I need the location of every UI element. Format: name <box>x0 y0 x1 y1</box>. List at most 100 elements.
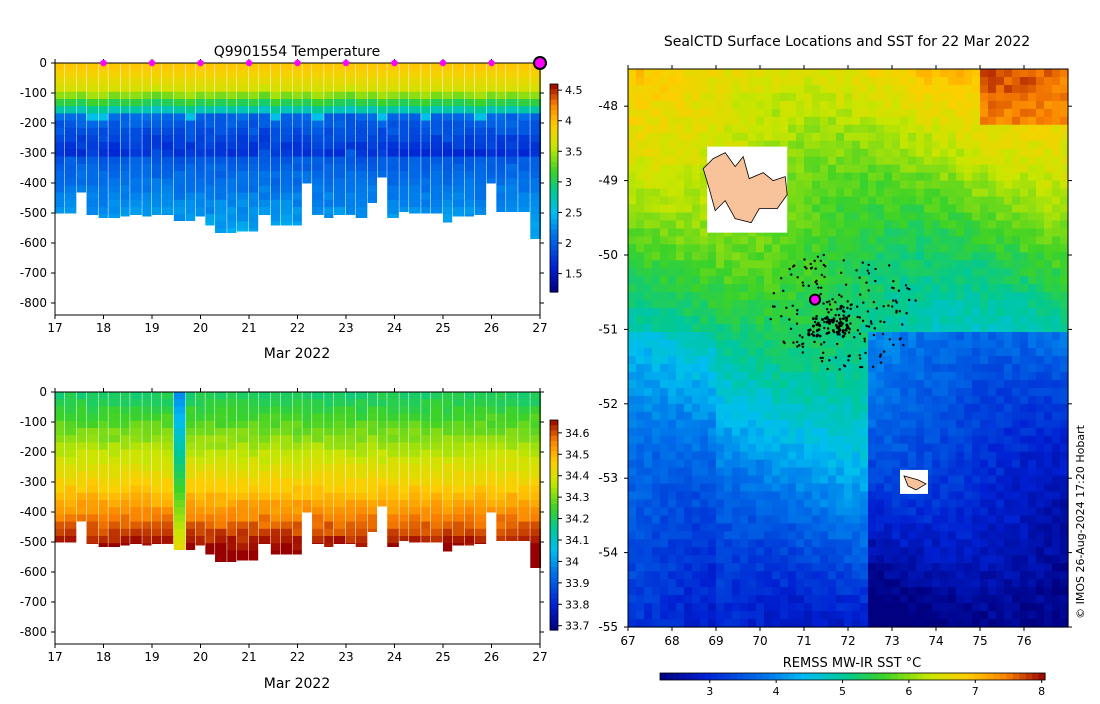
sst-cell <box>940 69 949 78</box>
sst-cell <box>724 276 733 285</box>
sst-cell <box>732 125 741 134</box>
temperature-cell <box>271 149 280 157</box>
salinity-cell <box>271 428 280 436</box>
sst-cell <box>716 300 725 309</box>
sst-cell <box>924 428 933 437</box>
sst-cell <box>644 189 653 198</box>
temperature-cell <box>399 171 408 179</box>
temperature-cell <box>205 200 214 208</box>
sst-cell <box>996 228 1005 237</box>
salinity-cell <box>387 507 399 515</box>
salinity-cell <box>259 522 271 530</box>
sst-cell <box>684 292 693 301</box>
sst-cell <box>964 404 973 413</box>
salinity-cell <box>518 428 530 436</box>
sst-cell <box>964 252 973 261</box>
sst-cell <box>1028 101 1037 110</box>
salinity-cell <box>324 421 333 429</box>
sst-cell <box>884 101 893 110</box>
salinity-cell <box>162 421 174 429</box>
sst-cell <box>852 396 861 405</box>
salinity-cell <box>196 500 205 508</box>
temperature-cell <box>465 121 474 129</box>
temperature-cell <box>87 99 99 107</box>
sst-cell <box>1036 444 1045 453</box>
temperature-cell <box>356 70 368 78</box>
temperature-cell <box>378 113 387 121</box>
temperature-cell <box>174 106 186 114</box>
temperature-cell <box>530 200 539 208</box>
salinity-cell <box>293 414 302 422</box>
salinity-cell <box>293 442 302 450</box>
sst-cell <box>1052 268 1061 277</box>
sst-cell <box>780 420 789 429</box>
sst-cell <box>644 292 653 301</box>
temperature-cell <box>530 77 539 85</box>
sst-cell <box>1060 181 1069 190</box>
sst-cell <box>900 444 909 453</box>
temperature-cell <box>518 157 530 165</box>
sst-cell <box>924 460 933 469</box>
temperature-cell <box>387 106 399 114</box>
salinity-cell <box>487 399 496 407</box>
temperature-cell <box>443 178 452 186</box>
sst-cell <box>788 157 797 166</box>
sst-cell <box>772 396 781 405</box>
sst-cell <box>900 244 909 253</box>
sst-cell <box>684 324 693 333</box>
sst-cell <box>732 428 741 437</box>
sst-cell <box>1028 276 1037 285</box>
sst-cell <box>1028 356 1037 365</box>
sst-cell <box>724 308 733 317</box>
salinity-cell <box>324 507 333 515</box>
salinity-cell <box>162 392 174 400</box>
temperature-cell <box>237 113 249 121</box>
salinity-cell <box>237 442 249 450</box>
salinity-cell <box>409 406 421 414</box>
salinity-cell <box>453 500 465 508</box>
salinity-cell <box>465 464 474 472</box>
temperature-cell <box>249 85 258 93</box>
y-tick-label: -200 <box>20 116 47 130</box>
sst-cell <box>908 260 917 269</box>
salinity-cell <box>65 507 77 515</box>
temperature-cell <box>475 149 487 157</box>
salinity-cell <box>215 457 227 465</box>
sst-cell <box>956 348 965 357</box>
salinity-cell <box>465 478 474 486</box>
sst-cell <box>892 93 901 102</box>
temperature-cell <box>518 128 530 136</box>
salinity-cell <box>346 421 355 429</box>
sst-cell <box>892 77 901 86</box>
sst-cell <box>652 380 661 389</box>
sst-cell <box>708 420 717 429</box>
sst-cell <box>764 236 773 245</box>
sst-cell <box>1060 101 1069 110</box>
sst-cell <box>628 396 637 405</box>
sst-cell <box>692 205 701 214</box>
salinity-cell <box>443 435 452 443</box>
salinity-cell <box>518 500 530 508</box>
temperature-cell <box>293 185 302 193</box>
sst-cell <box>844 420 853 429</box>
sst-cell <box>884 173 893 182</box>
temperature-cell <box>65 164 77 172</box>
sst-cell <box>932 404 941 413</box>
temperature-cell <box>496 70 505 78</box>
temperature-cell <box>356 207 368 215</box>
temperature-cell <box>87 214 99 215</box>
sst-cell <box>764 125 773 134</box>
sst-cell <box>644 460 653 469</box>
temperature-cell <box>186 77 195 85</box>
temperature-cell <box>130 157 142 165</box>
sst-cell <box>812 260 821 269</box>
temperature-cell <box>496 200 505 208</box>
temperature-cell <box>409 207 421 214</box>
sst-cell <box>972 380 981 389</box>
sst-cell <box>652 101 661 110</box>
salinity-cell <box>162 522 174 530</box>
salinity-cell <box>356 406 368 414</box>
sst-cell <box>1020 117 1029 126</box>
sst-cell <box>708 252 717 261</box>
sst-cell <box>668 93 677 102</box>
